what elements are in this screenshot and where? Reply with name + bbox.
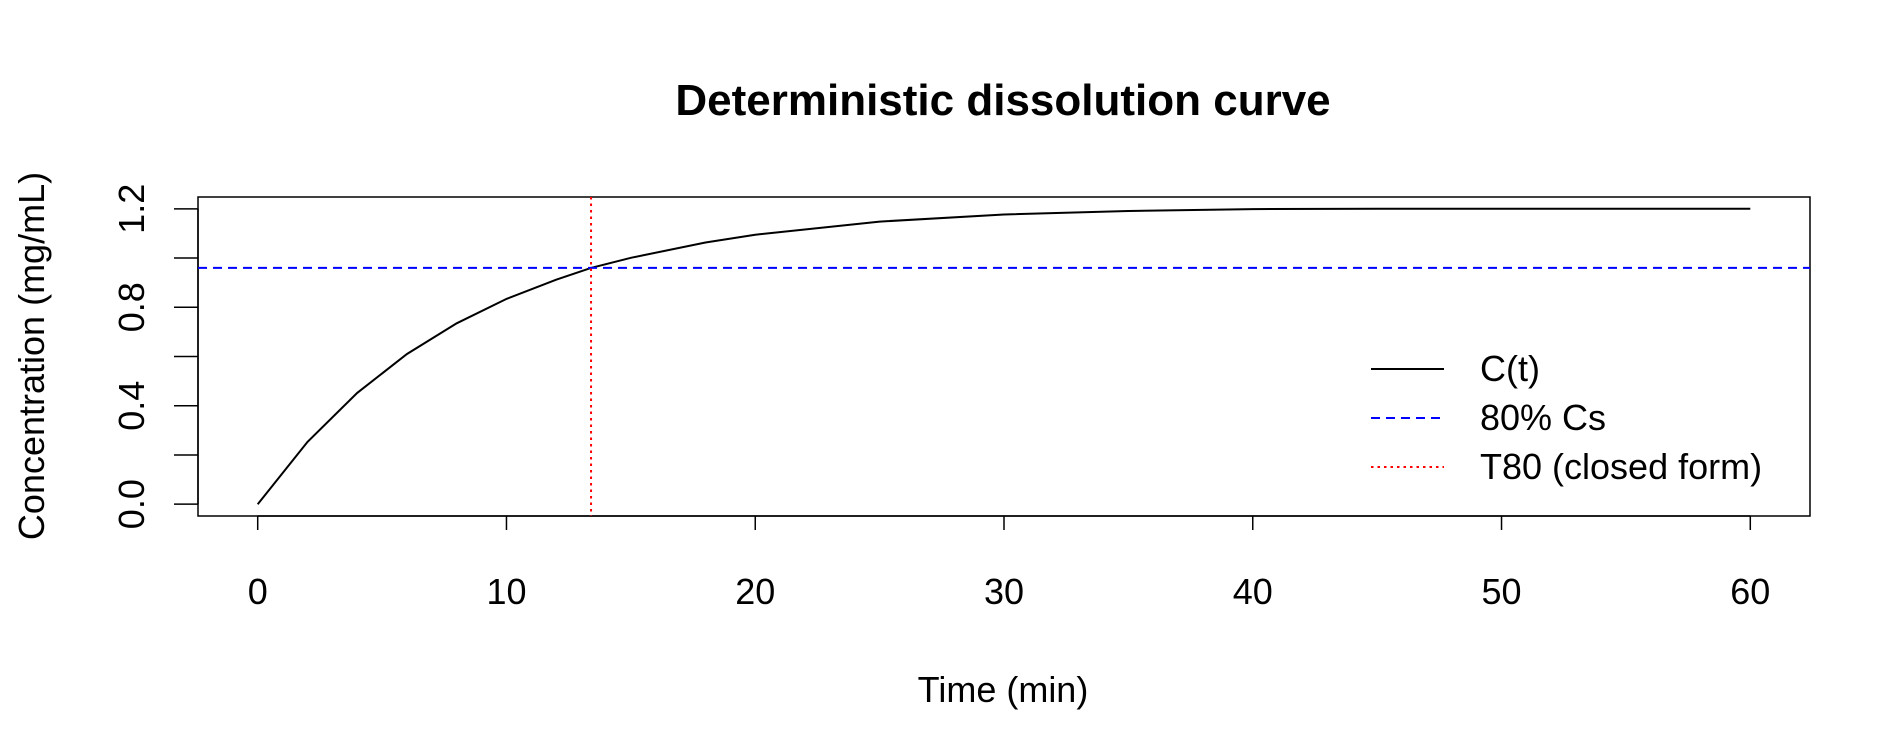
legend: C(t) 80% Cs T80 (closed form): [1371, 348, 1762, 487]
y-axis-label: Concentration (mg/mL): [11, 172, 52, 540]
y-tick-label: 1.2: [111, 184, 152, 234]
x-tick-label: 0: [248, 571, 268, 612]
x-tick-label: 40: [1233, 571, 1273, 612]
x-tick-label: 50: [1482, 571, 1522, 612]
legend-label: 80% Cs: [1480, 397, 1606, 438]
series-line-ct: [256, 207, 1751, 505]
y-tick-label: 0.0: [111, 479, 152, 529]
plot-area: [198, 197, 1810, 516]
legend-label: T80 (closed form): [1480, 446, 1762, 487]
y-tick-label: 0.4: [111, 381, 152, 431]
x-tick-label: 20: [735, 571, 775, 612]
x-axis: 0 10 20 30 40 50 60: [248, 515, 1770, 612]
y-axis: 0.0 0.4 0.8 1.2: [111, 184, 199, 529]
x-tick-label: 10: [486, 571, 526, 612]
x-tick-label: 60: [1730, 571, 1770, 612]
legend-label: C(t): [1480, 348, 1540, 389]
y-tick-label: 0.8: [111, 282, 152, 332]
x-tick-label: 30: [984, 571, 1024, 612]
x-axis-label: Time (min): [918, 669, 1089, 710]
chart-title: Deterministic dissolution curve: [675, 76, 1330, 125]
